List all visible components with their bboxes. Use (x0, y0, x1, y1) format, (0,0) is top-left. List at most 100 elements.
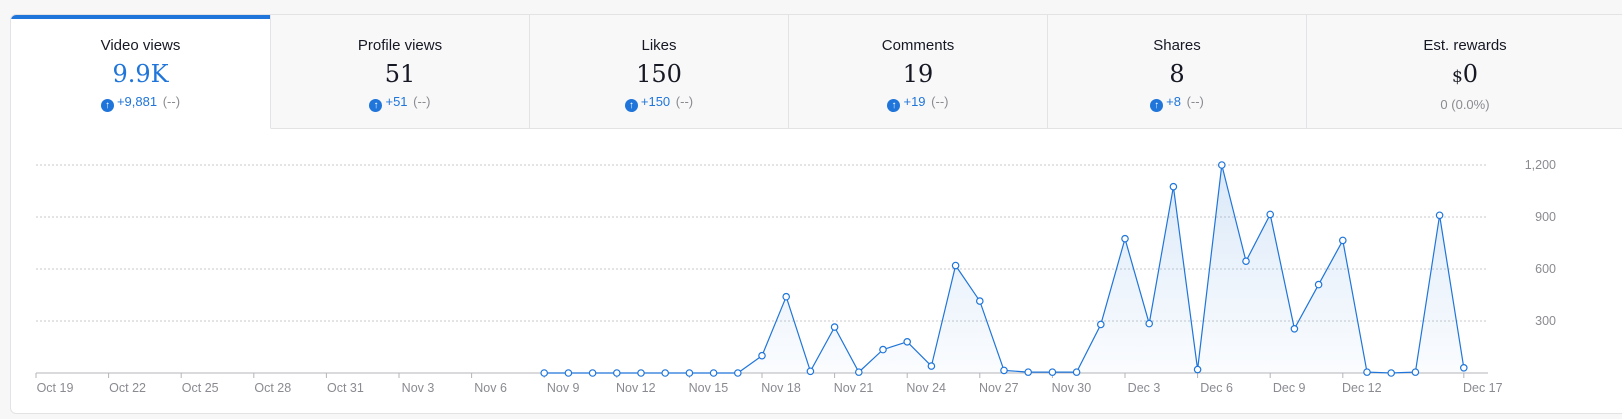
delta-value: +8 (1166, 94, 1181, 109)
x-tick-label: Nov 9 (547, 381, 580, 395)
data-point[interactable] (975, 297, 984, 305)
tab-label: Shares (1153, 37, 1201, 54)
data-point[interactable] (758, 351, 766, 360)
delta-value: +150 (640, 94, 671, 109)
arrow-up-circle-icon: ↑ (1150, 99, 1164, 112)
data-point[interactable] (1363, 368, 1371, 376)
data-point[interactable] (564, 369, 573, 377)
data-point[interactable] (1266, 210, 1275, 219)
x-tick-label: Nov 21 (834, 381, 874, 395)
data-point[interactable] (1145, 319, 1154, 328)
x-tick-label: Nov 6 (474, 381, 507, 395)
tab-delta: ↑ +8 (--) (1048, 94, 1306, 112)
y-tick-label: 300 (1535, 314, 1556, 328)
data-point[interactable] (854, 368, 863, 376)
data-point[interactable] (782, 292, 791, 301)
x-tick-label: Oct 25 (182, 381, 219, 395)
tab-delta: ↑ +150 (--) (530, 94, 788, 112)
data-point[interactable] (612, 369, 621, 377)
arrow-up-circle-icon: ↑ (624, 99, 638, 112)
data-point[interactable] (1314, 280, 1323, 289)
data-point[interactable] (806, 367, 815, 376)
data-point[interactable] (709, 369, 718, 377)
data-point[interactable] (903, 337, 912, 346)
tab-video-views[interactable]: Video views 9.9K ↑ +9,881 (--) (11, 15, 271, 129)
tab-label: Profile views (357, 37, 443, 54)
delta-value: +9,881 (116, 94, 158, 109)
arrow-up-circle-icon: ↑ (100, 99, 114, 112)
delta-percent: (--) (413, 94, 431, 109)
delta-value: +19 (903, 94, 926, 109)
tab-label: Comments (881, 37, 955, 54)
x-tick-label: Nov 15 (689, 381, 729, 395)
data-point[interactable] (685, 369, 694, 377)
x-tick-label: Dec 9 (1273, 381, 1306, 395)
data-point[interactable] (1290, 324, 1299, 333)
data-point[interactable] (733, 369, 742, 377)
tab-delta: 0 (0.0%) (1440, 97, 1490, 112)
data-point[interactable] (1024, 368, 1033, 376)
delta-value: +51 (385, 94, 408, 109)
x-tick-label: Dec 17 (1463, 381, 1503, 395)
x-tick-label: Oct 31 (327, 381, 364, 395)
data-point[interactable] (1339, 236, 1347, 245)
tab-delta: ↑ +51 (--) (271, 94, 529, 112)
metric-tabs: Video views 9.9K ↑ +9,881 (--) Profile vi… (11, 15, 1622, 129)
tab-likes[interactable]: Likes 150 ↑ +150 (--) (530, 15, 789, 129)
x-tick-label: Oct 22 (109, 381, 146, 395)
tab-value: 150 (636, 60, 682, 88)
data-point[interactable] (1218, 161, 1226, 169)
tab-delta: ↑ +9,881 (--) (11, 94, 270, 112)
analytics-card: Video views 9.9K ↑ +9,881 (--) Profile vi… (10, 14, 1622, 414)
x-tick-label: Oct 28 (254, 381, 291, 395)
data-point[interactable] (1072, 368, 1081, 376)
data-point[interactable] (1000, 366, 1008, 375)
data-point[interactable] (1193, 365, 1202, 374)
data-point[interactable] (1121, 234, 1129, 243)
tab-value: 9.9K (112, 60, 169, 88)
tab-label: Likes (641, 37, 677, 54)
y-tick-label: 600 (1535, 262, 1556, 276)
data-point[interactable] (951, 261, 960, 270)
x-tick-label: Dec 12 (1342, 381, 1382, 395)
data-point[interactable] (1048, 368, 1057, 376)
y-tick-label: 1,200 (1525, 158, 1556, 172)
series-area (544, 165, 1464, 373)
data-point[interactable] (879, 345, 887, 354)
x-tick-label: Nov 24 (906, 381, 946, 395)
tab-comments[interactable]: Comments 19 ↑ +19 (--) (789, 15, 1048, 129)
x-tick-label: Nov 18 (761, 381, 801, 395)
delta-percent: (--) (162, 94, 181, 109)
tab-profile-views[interactable]: Profile views 51 ↑ +51 (--) (271, 15, 530, 129)
data-point[interactable] (927, 362, 936, 370)
reward-amount: 0 (1462, 60, 1479, 88)
tab-label: Video views (100, 37, 181, 54)
data-point[interactable] (1435, 211, 1444, 220)
tab-value: 19 (902, 60, 934, 88)
x-tick-label: Nov 27 (979, 381, 1019, 395)
data-point[interactable] (1411, 368, 1420, 376)
tab-value: $0 (1307, 60, 1622, 91)
data-point[interactable] (637, 369, 645, 377)
x-tick-label: Nov 12 (616, 381, 656, 395)
y-tick-label: 900 (1535, 210, 1556, 224)
tab-label: Est. rewards (1423, 37, 1507, 54)
arrow-up-circle-icon: ↑ (887, 99, 901, 112)
x-tick-label: Nov 30 (1052, 381, 1092, 395)
delta-percent: (--) (931, 94, 949, 109)
data-point[interactable] (588, 369, 597, 377)
delta-percent: (--) (675, 94, 694, 109)
data-point[interactable] (1460, 363, 1468, 372)
tab-delta: ↑ +19 (--) (789, 94, 1047, 112)
delta-percent: (--) (1186, 94, 1204, 109)
data-point[interactable] (540, 369, 549, 377)
data-point[interactable] (1387, 369, 1396, 377)
data-point[interactable] (1169, 182, 1178, 191)
data-point[interactable] (1242, 257, 1250, 266)
tab-shares[interactable]: Shares 8 ↑ +8 (--) (1048, 15, 1307, 129)
data-point[interactable] (830, 323, 839, 331)
data-point[interactable] (661, 369, 670, 377)
tab-est-rewards[interactable]: Est. rewards $0 0 (0.0%) (1307, 15, 1622, 129)
currency-symbol: $ (1451, 67, 1463, 87)
data-point[interactable] (1097, 320, 1105, 329)
